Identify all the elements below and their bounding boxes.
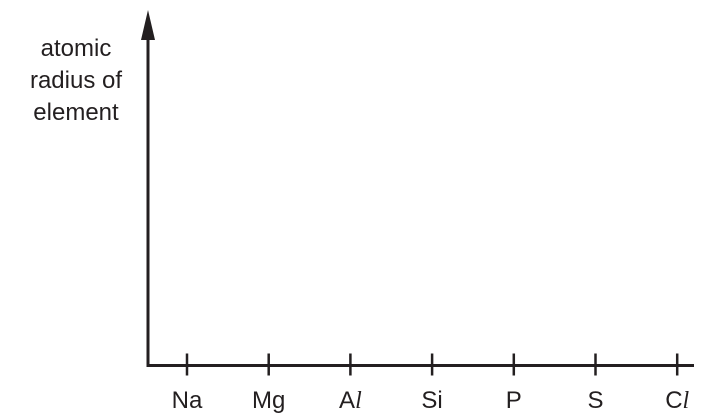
y-axis-label-line-3: element — [33, 99, 119, 126]
x-tick-label-si: Si — [421, 387, 442, 414]
x-tick-label-p: P — [506, 387, 522, 414]
y-axis-label-line-2: radius of — [30, 67, 122, 94]
x-axis-tick-labels: Na Mg Al Si P S Cl — [172, 387, 690, 414]
x-tick-label-cl: Cl — [665, 387, 689, 414]
x-tick-label-al: Al — [339, 387, 362, 414]
y-axis-arrowhead — [141, 10, 155, 40]
y-axis-label-line-1: atomic — [41, 35, 112, 62]
x-tick-label-mg: Mg — [252, 387, 285, 414]
x-axis-ticks — [185, 353, 679, 376]
x-tick-label-na: Na — [172, 387, 203, 414]
y-axis-label: atomic radius of element — [30, 35, 122, 126]
x-tick-label-s: S — [587, 387, 603, 414]
